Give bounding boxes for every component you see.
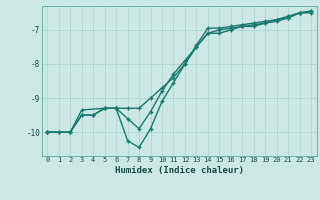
X-axis label: Humidex (Indice chaleur): Humidex (Indice chaleur) [115, 166, 244, 175]
